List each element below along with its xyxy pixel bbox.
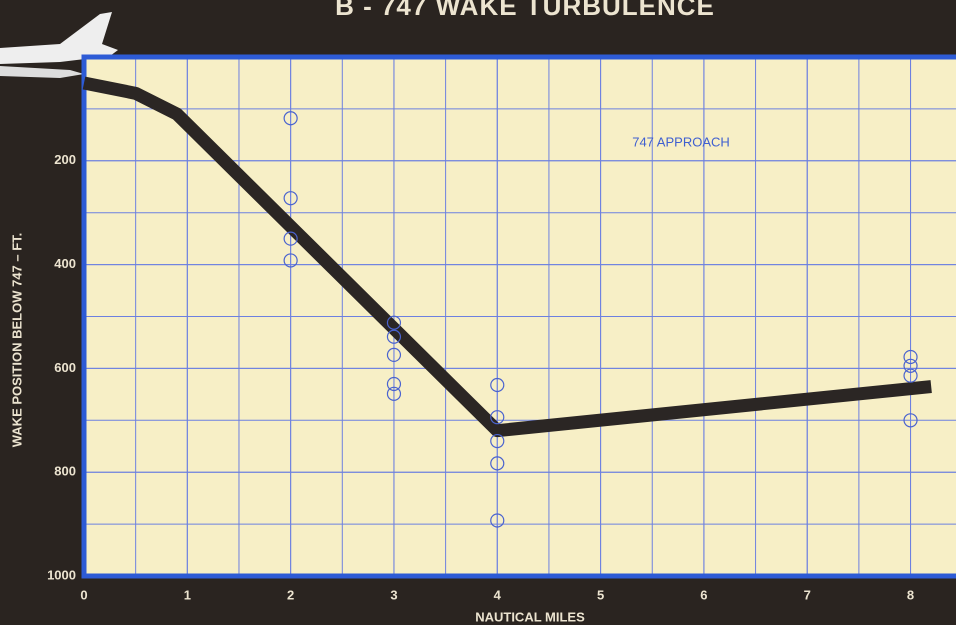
y-axis-label: WAKE POSITION BELOW 747 – FT. xyxy=(9,233,24,448)
y-tick-label: 800 xyxy=(54,464,76,479)
chart-title: B - 747 WAKE TURBULENCE xyxy=(335,0,715,21)
x-tick-label: 4 xyxy=(494,587,502,602)
x-tick-label: 6 xyxy=(700,587,707,602)
x-axis-label: NAUTICAL MILES xyxy=(475,609,585,624)
annotation: 747 APPROACH xyxy=(632,134,730,149)
y-tick-label: 400 xyxy=(54,256,76,271)
chart: B - 747 WAKE TURBULENCE NAUTICAL MILES W… xyxy=(0,0,956,625)
y-tick-label: 200 xyxy=(54,152,76,167)
x-tick-label: 5 xyxy=(597,587,604,602)
x-tick-label: 7 xyxy=(804,587,811,602)
y-tick-label: 1000 xyxy=(47,567,76,582)
y-tick-label: 600 xyxy=(54,360,76,375)
x-tick-label: 3 xyxy=(390,587,397,602)
x-tick-label: 0 xyxy=(80,587,87,602)
x-tick-label: 8 xyxy=(907,587,914,602)
x-tick-label: 1 xyxy=(184,587,191,602)
x-tick-label: 2 xyxy=(287,587,294,602)
